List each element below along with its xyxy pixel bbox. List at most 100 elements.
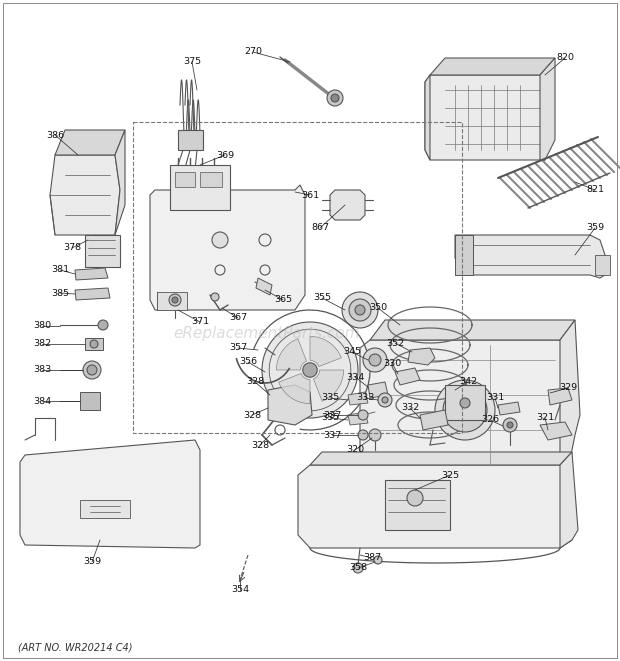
Circle shape [342, 292, 378, 328]
Circle shape [460, 398, 470, 408]
Text: 361: 361 [301, 190, 319, 200]
Polygon shape [360, 340, 570, 470]
Text: 359: 359 [83, 557, 101, 566]
Polygon shape [540, 58, 555, 160]
Bar [175, 172, 195, 187]
Circle shape [353, 563, 363, 573]
Circle shape [363, 348, 387, 372]
Polygon shape [75, 268, 108, 280]
Circle shape [407, 490, 423, 506]
Bar [85, 338, 103, 350]
Polygon shape [314, 370, 343, 401]
Text: 383: 383 [33, 366, 51, 375]
Polygon shape [150, 185, 305, 310]
Text: 321: 321 [536, 414, 554, 422]
Text: 369: 369 [216, 151, 234, 159]
Circle shape [369, 429, 381, 441]
Text: 384: 384 [33, 397, 51, 405]
Polygon shape [310, 452, 572, 465]
Bar [445, 385, 485, 420]
Bar [85, 235, 120, 267]
Text: 328: 328 [243, 410, 261, 420]
Circle shape [503, 418, 517, 432]
Polygon shape [115, 130, 125, 235]
Text: 328: 328 [251, 440, 269, 449]
Text: 821: 821 [586, 186, 604, 194]
Bar [200, 172, 222, 187]
Polygon shape [55, 130, 125, 155]
Polygon shape [395, 368, 420, 385]
Text: 354: 354 [231, 586, 249, 594]
Text: 337: 337 [323, 430, 341, 440]
Circle shape [262, 322, 358, 418]
Polygon shape [50, 155, 120, 235]
Circle shape [358, 410, 368, 420]
Text: 355: 355 [313, 293, 331, 303]
Circle shape [303, 363, 317, 377]
Text: 329: 329 [559, 383, 577, 393]
Text: 380: 380 [33, 321, 51, 330]
Text: 331: 331 [486, 393, 504, 403]
Text: 325: 325 [441, 471, 459, 479]
Text: 320: 320 [346, 446, 364, 455]
Circle shape [374, 556, 382, 564]
Polygon shape [425, 75, 430, 160]
Text: 330: 330 [383, 358, 401, 368]
Circle shape [349, 299, 371, 321]
Text: 367: 367 [229, 313, 247, 323]
Circle shape [369, 354, 381, 366]
Circle shape [87, 365, 97, 375]
Text: 381: 381 [51, 266, 69, 274]
Circle shape [435, 380, 495, 440]
Circle shape [443, 388, 487, 432]
Circle shape [90, 340, 98, 348]
Polygon shape [298, 465, 572, 548]
Polygon shape [368, 382, 388, 398]
Polygon shape [310, 336, 342, 366]
Circle shape [331, 94, 339, 102]
Bar [80, 500, 130, 518]
Text: 335: 335 [321, 414, 339, 422]
Text: 350: 350 [369, 303, 387, 313]
Circle shape [507, 422, 513, 428]
Polygon shape [20, 440, 200, 548]
Text: 333: 333 [356, 393, 374, 403]
Text: 337: 337 [323, 410, 341, 420]
Polygon shape [348, 412, 368, 425]
Bar [178, 130, 203, 150]
Bar [385, 480, 450, 530]
Polygon shape [540, 422, 572, 440]
Circle shape [98, 320, 108, 330]
Circle shape [211, 293, 219, 301]
Circle shape [382, 397, 388, 403]
Bar [170, 165, 230, 210]
Polygon shape [425, 75, 545, 160]
Circle shape [355, 305, 365, 315]
Circle shape [358, 430, 368, 440]
Bar [133, 122, 462, 433]
Text: 386: 386 [46, 130, 64, 139]
Circle shape [378, 393, 392, 407]
Polygon shape [277, 338, 306, 370]
Text: 334: 334 [346, 373, 364, 381]
Text: eReplacementParts.com: eReplacementParts.com [173, 327, 360, 341]
Circle shape [83, 361, 101, 379]
Circle shape [327, 90, 343, 106]
Text: 371: 371 [191, 317, 209, 327]
Text: 820: 820 [556, 54, 574, 63]
Bar [80, 392, 100, 410]
Text: 365: 365 [274, 295, 292, 305]
Bar [157, 292, 187, 310]
Bar [595, 255, 610, 275]
Text: 332: 332 [401, 403, 419, 412]
Text: 387: 387 [363, 553, 381, 563]
Text: (ART NO. WR20214 C4): (ART NO. WR20214 C4) [18, 643, 133, 653]
Text: 356: 356 [239, 358, 257, 366]
Polygon shape [498, 402, 520, 415]
Text: 335: 335 [321, 393, 339, 403]
Text: 345: 345 [343, 348, 361, 356]
Polygon shape [75, 288, 110, 300]
Text: 375: 375 [183, 58, 201, 67]
Text: 385: 385 [51, 288, 69, 297]
Polygon shape [256, 278, 272, 295]
